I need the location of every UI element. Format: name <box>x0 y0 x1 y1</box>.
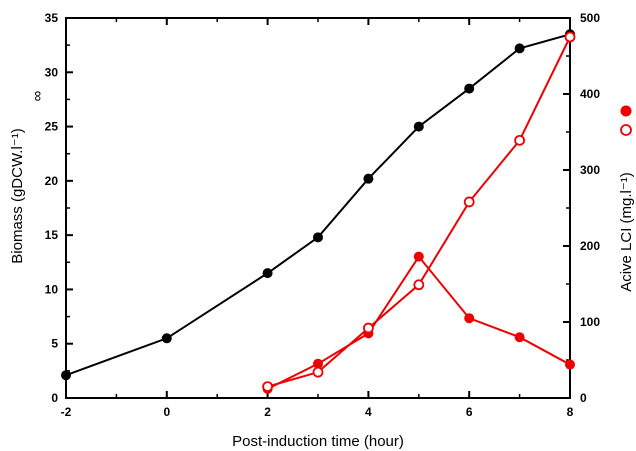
data-point-series-2 <box>565 359 575 370</box>
data-point-series-1 <box>161 333 172 344</box>
y-left-tick-label: 20 <box>45 174 59 188</box>
y-left-tick-label: 0 <box>51 391 58 405</box>
data-point-series-3 <box>262 381 274 393</box>
data-point-series-1 <box>363 173 374 184</box>
plot-frame <box>65 17 571 399</box>
legend-marker-open <box>620 124 632 136</box>
x-tick-label: 6 <box>466 405 473 419</box>
y-left-axis-symbol: ∞ <box>29 90 46 101</box>
y-right-tick-label: 500 <box>580 11 600 25</box>
marks-group <box>61 29 632 394</box>
data-point-series-1 <box>514 43 525 54</box>
y-right-axis-title: Acive LCI (mg.l⁻¹) <box>618 172 635 292</box>
labels-group: -2 0 2 4 6 8051015202530350100200300400500Pos… <box>9 11 635 450</box>
y-left-tick-label: 30 <box>45 65 59 79</box>
data-point-series-3 <box>312 366 324 378</box>
y-left-tick-label: 10 <box>45 282 59 296</box>
data-point-series-2 <box>413 251 424 262</box>
data-point-series-3 <box>514 134 525 146</box>
y-left-tick-label: 25 <box>45 120 59 134</box>
data-point-series-1 <box>313 232 323 243</box>
data-point-series-1 <box>413 121 424 132</box>
data-point-series-1 <box>464 83 475 94</box>
data-point-series-3 <box>564 31 576 43</box>
y-right-tick-label: 400 <box>580 87 600 101</box>
series-line-2 <box>267 254 571 390</box>
data-point-series-3 <box>463 196 475 208</box>
legend-marker-filled <box>620 105 632 117</box>
y-right-tick-label: 0 <box>580 391 587 405</box>
y-right-tick-label: 200 <box>580 239 600 253</box>
y-left-tick-label: 15 <box>45 228 59 242</box>
y-right-tick-label: 100 <box>580 315 600 329</box>
data-point-series-2 <box>514 332 525 343</box>
data-point-series-2 <box>464 313 475 324</box>
y-left-tick-label: 35 <box>45 11 59 25</box>
x-tick-label: 0 <box>163 405 170 419</box>
x-tick-label: 4 <box>365 405 372 419</box>
x-axis-title: Post-induction time (hour) <box>232 433 404 450</box>
y-left-axis-title: Biomass (gDCW.l⁻¹) <box>9 128 26 263</box>
series-line-1 <box>65 33 571 377</box>
data-point-series-1 <box>61 370 71 381</box>
y-right-tick-label: 300 <box>580 163 600 177</box>
axes-group <box>65 17 571 399</box>
data-point-series-3 <box>413 279 425 291</box>
x-tick-label: 2 <box>264 405 271 419</box>
y-left-tick-label: 5 <box>51 337 58 351</box>
data-point-series-1 <box>262 268 273 279</box>
series-line-3 <box>267 36 571 388</box>
data-point-series-3 <box>362 322 374 334</box>
x-tick-label: -2 <box>61 405 72 419</box>
x-tick-label: 8 <box>567 405 574 419</box>
